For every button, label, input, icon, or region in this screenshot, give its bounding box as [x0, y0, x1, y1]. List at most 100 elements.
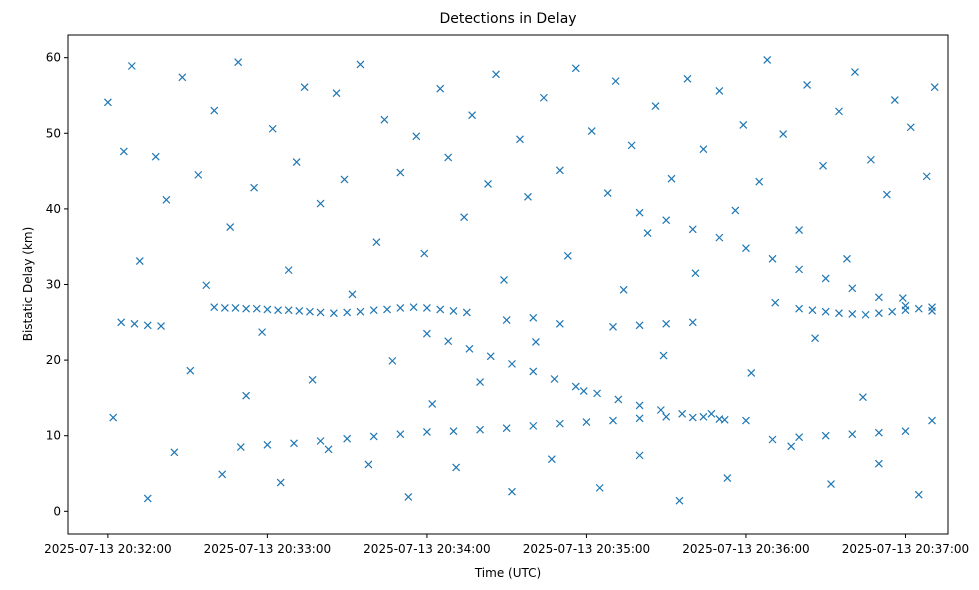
data-point-marker [851, 68, 859, 76]
data-point-marker [779, 130, 788, 138]
data-point-marker [422, 329, 431, 338]
data-point-marker [356, 60, 365, 69]
data-point-marker [343, 434, 352, 443]
data-point-marker [292, 158, 301, 166]
data-point-marker [843, 254, 851, 263]
data-point-marker [103, 98, 112, 107]
data-point-marker [651, 102, 660, 110]
data-point-marker [699, 412, 708, 421]
data-point-marker [763, 56, 772, 64]
data-point-marker [874, 459, 883, 468]
x-tick-label: 2025-07-13 20:33:00 [204, 542, 331, 556]
data-point-marker [109, 413, 118, 422]
data-point-marker [500, 276, 508, 284]
data-point-marker [422, 428, 431, 436]
data-point-marker [194, 170, 203, 179]
data-point-marker [747, 369, 756, 377]
data-point-marker [409, 303, 418, 312]
data-point-marker [306, 307, 314, 316]
data-point-marker [218, 470, 227, 479]
data-point-marker [178, 73, 187, 82]
data-point-marker [242, 391, 251, 400]
x-tick-label: 2025-07-13 20:35:00 [523, 542, 650, 556]
y-tick-label: 50 [46, 126, 61, 140]
data-point-marker [795, 433, 804, 442]
x-tick-label: 2025-07-13 20:37:00 [842, 542, 969, 556]
data-point-marker [529, 367, 538, 376]
data-point-marker [795, 304, 804, 313]
data-point-marker [635, 414, 644, 423]
data-point-marker [555, 419, 564, 428]
data-point-marker [231, 304, 240, 312]
data-point-marker [611, 77, 620, 86]
data-point-marker [914, 490, 923, 499]
data-point-marker [688, 225, 697, 234]
data-point-marker [787, 442, 796, 451]
y-axis: 0 10 20 30 40 50 60 [46, 51, 68, 518]
data-point-marker [117, 318, 126, 327]
data-point-marker [348, 290, 357, 299]
data-point-marker [492, 70, 500, 79]
data-point-marker [412, 132, 421, 141]
x-axis-label: Time (UTC) [474, 566, 541, 580]
data-point-marker [462, 308, 471, 317]
data-point-marker [449, 307, 458, 315]
data-point-marker [662, 319, 671, 328]
data-point-marker [662, 412, 671, 421]
data-point-marker [755, 177, 764, 186]
data-point-marker [848, 310, 857, 318]
data-point-marker [502, 316, 511, 324]
data-point-marker [715, 87, 724, 95]
plot-area-frame [67, 34, 949, 535]
data-point-marker [768, 254, 777, 263]
data-point-marker [858, 393, 867, 402]
data-point-marker [380, 115, 389, 124]
data-point-marker [263, 305, 272, 314]
data-point-marker [819, 161, 827, 170]
data-point-marker [250, 183, 259, 192]
data-point-marker [143, 321, 152, 330]
data-point-marker [731, 206, 740, 215]
data-point-marker [635, 321, 644, 330]
data-point-marker [795, 226, 804, 234]
data-point-marker [688, 413, 697, 422]
data-point-marker [369, 432, 378, 441]
data-point-marker [571, 382, 580, 391]
data-point-marker [678, 409, 687, 418]
data-point-marker [627, 141, 636, 150]
data-point-marker [821, 274, 830, 283]
data-point-marker [707, 409, 716, 418]
data-point-marker [135, 257, 144, 265]
data-point-marker [808, 306, 817, 315]
data-point-marker [444, 153, 453, 162]
data-point-marker [901, 427, 910, 436]
data-point-marker [468, 111, 477, 120]
y-tick-label: 20 [46, 353, 61, 367]
data-point-marker [476, 425, 485, 434]
data-point-marker [236, 443, 245, 451]
y-tick-label: 60 [46, 51, 61, 65]
data-point-marker [723, 474, 732, 482]
data-point-marker [396, 430, 405, 439]
data-point-marker [595, 483, 604, 492]
data-point-marker [356, 307, 365, 316]
data-point-marker [388, 356, 397, 365]
data-point-marker [888, 307, 897, 316]
data-point-marker [609, 416, 617, 425]
data-point-marker [508, 487, 516, 496]
data-point-marker [484, 180, 492, 188]
data-point-marker [882, 190, 891, 199]
data-point-marker [874, 428, 883, 437]
data-point-marker [119, 147, 128, 156]
data-point-marker [404, 493, 413, 501]
data-point-marker [619, 285, 628, 294]
data-point-marker [906, 123, 915, 132]
data-point-marker [529, 313, 538, 322]
data-point-marker [343, 308, 352, 317]
x-tick-label: 2025-07-13 20:34:00 [363, 542, 490, 556]
data-point-marker [848, 284, 857, 293]
data-point-marker [476, 378, 485, 386]
data-point-marker [720, 415, 729, 424]
data-point-marker [683, 74, 692, 83]
data-point-marker [258, 328, 267, 337]
